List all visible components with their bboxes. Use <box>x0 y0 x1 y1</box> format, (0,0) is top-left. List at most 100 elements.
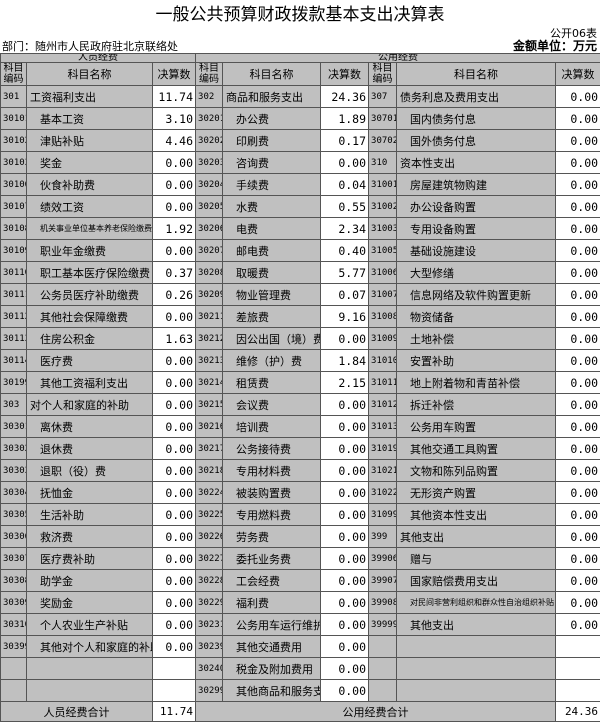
public-a-amount-cell: 0.00 <box>321 416 369 438</box>
public-b-name-cell: 信息网络及软件购置更新 <box>397 284 556 306</box>
header-name: 科目名称 <box>223 63 321 86</box>
personnel-amount-cell: 0.00 <box>153 350 196 372</box>
personnel-name-cell: 退职（役）费 <box>27 460 153 482</box>
public-a-name-cell: 手续费 <box>223 174 321 196</box>
public-b-code-cell: 39906 <box>369 548 397 570</box>
public-b-code-cell: 31019 <box>369 438 397 460</box>
personnel-amount-cell: 0.00 <box>153 636 196 658</box>
public-a-name-cell: 取暖费 <box>223 262 321 284</box>
personnel-amount-cell: 0.00 <box>153 592 196 614</box>
personnel-name-cell <box>27 680 153 702</box>
personnel-amount-cell <box>153 680 196 702</box>
table-row: 30106伙食补助费0.0030204手续费0.0431001房屋建筑物购建0.… <box>1 174 600 196</box>
public-b-name-cell: 其他交通工具购置 <box>397 438 556 460</box>
public-a-code-cell: 30208 <box>196 262 223 284</box>
public-b-amount-cell: 0.00 <box>556 108 600 130</box>
personnel-amount-cell: 1.92 <box>153 218 196 240</box>
personnel-name-cell: 其他社会保障缴费 <box>27 306 153 328</box>
table-row: 30308助学金0.0030228工会经费0.0039907国家赔偿费用支出0.… <box>1 570 600 592</box>
table-row: 30111公务员医疗补助缴费0.2630209物业管理费0.0731007信息网… <box>1 284 600 306</box>
public-a-name-cell: 其他商品和服务支出 <box>223 680 321 702</box>
personnel-code-cell: 30110 <box>1 262 27 284</box>
personnel-name-cell: 医疗费补助 <box>27 548 153 570</box>
personnel-amount-cell: 3.10 <box>153 108 196 130</box>
personnel-amount-cell: 0.00 <box>153 438 196 460</box>
personnel-code-cell: 301 <box>1 86 27 108</box>
public-a-code-cell: 30299 <box>196 680 223 702</box>
personnel-amount-cell: 1.63 <box>153 328 196 350</box>
personnel-amount-cell: 0.00 <box>153 460 196 482</box>
public-b-name-cell: 公务用车购置 <box>397 416 556 438</box>
public-b-name-cell: 其他支出 <box>397 614 556 636</box>
public-a-amount-cell: 0.00 <box>321 438 369 460</box>
public-b-name-cell: 地上附着物和青苗补偿 <box>397 372 556 394</box>
public-a-name-cell: 工会经费 <box>223 570 321 592</box>
public-b-amount-cell: 0.00 <box>556 460 600 482</box>
personnel-code-cell: 30310 <box>1 614 27 636</box>
public-b-name-cell <box>397 636 556 658</box>
personnel-amount-cell: 0.00 <box>153 416 196 438</box>
personnel-name-cell: 基本工资 <box>27 108 153 130</box>
public-a-amount-cell: 24.36 <box>321 86 369 108</box>
public-a-code-cell: 30213 <box>196 350 223 372</box>
personnel-amount-cell: 0.00 <box>153 306 196 328</box>
table-row: 30309奖励金0.0030229福利费0.0039908对民间非营利组织和群众… <box>1 592 600 614</box>
public-b-name-cell: 债务利息及费用支出 <box>397 86 556 108</box>
public-b-name-cell: 其他资本性支出 <box>397 504 556 526</box>
table-row: 30109职业年金缴费0.0030207邮电费0.4031005基础设施建设0.… <box>1 240 600 262</box>
public-a-name-cell: 商品和服务支出 <box>223 86 321 108</box>
public-b-amount-cell: 0.00 <box>556 328 600 350</box>
public-a-name-cell: 邮电费 <box>223 240 321 262</box>
personnel-name-cell: 职业年金缴费 <box>27 240 153 262</box>
public-b-code-cell: 30701 <box>369 108 397 130</box>
public-a-amount-cell: 0.00 <box>321 658 369 680</box>
personnel-name-cell: 机关事业单位基本养老保险缴费 <box>27 218 153 240</box>
public-b-code-cell: 31001 <box>369 174 397 196</box>
public-a-amount-cell: 2.34 <box>321 218 369 240</box>
public-a-name-cell: 办公费 <box>223 108 321 130</box>
public-b-name-cell: 赠与 <box>397 548 556 570</box>
public-a-code-cell: 30225 <box>196 504 223 526</box>
public-a-name-cell: 租赁费 <box>223 372 321 394</box>
personnel-amount-cell: 0.00 <box>153 196 196 218</box>
public-b-name-cell <box>397 658 556 680</box>
public-a-amount-cell: 0.00 <box>321 394 369 416</box>
public-b-code-cell: 31006 <box>369 262 397 284</box>
personnel-name-cell: 津贴补贴 <box>27 130 153 152</box>
public-a-code-cell: 30229 <box>196 592 223 614</box>
table-row: 30302退休费0.0030217公务接待费0.0031019其他交通工具购置0… <box>1 438 600 460</box>
public-a-name-cell: 公务用车运行维护费 <box>223 614 321 636</box>
personnel-amount-cell: 0.00 <box>153 504 196 526</box>
public-a-amount-cell: 0.00 <box>321 592 369 614</box>
table-row: 30110职工基本医疗保险缴费0.3730208取暖费5.7731006大型修缮… <box>1 262 600 284</box>
public-b-code-cell: 31009 <box>369 328 397 350</box>
public-b-code-cell: 31011 <box>369 372 397 394</box>
public-b-amount-cell: 0.00 <box>556 614 600 636</box>
public-b-amount-cell: 0.00 <box>556 218 600 240</box>
header-amount: 决算数 <box>556 63 600 86</box>
public-b-amount-cell: 0.00 <box>556 262 600 284</box>
header-code: 科目编码 <box>196 63 223 86</box>
public-b-name-cell: 办公设备购置 <box>397 196 556 218</box>
personnel-name-cell: 退休费 <box>27 438 153 460</box>
public-b-amount-cell: 0.00 <box>556 306 600 328</box>
public-a-amount-cell: 2.15 <box>321 372 369 394</box>
public-a-amount-cell: 0.07 <box>321 284 369 306</box>
public-a-code-cell: 30226 <box>196 526 223 548</box>
public-a-amount-cell: 0.04 <box>321 174 369 196</box>
public-a-code-cell: 30211 <box>196 306 223 328</box>
public-a-amount-cell: 0.00 <box>321 636 369 658</box>
personnel-amount-cell: 0.26 <box>153 284 196 306</box>
personnel-amount-cell: 0.00 <box>153 174 196 196</box>
personnel-name-cell: 生活补助 <box>27 504 153 526</box>
personnel-code-cell: 30303 <box>1 460 27 482</box>
public-a-code-cell: 30224 <box>196 482 223 504</box>
public-b-name-cell: 拆迁补偿 <box>397 394 556 416</box>
personnel-name-cell: 住房公积金 <box>27 328 153 350</box>
public-b-code-cell <box>369 680 397 702</box>
public-b-name-cell: 物资储备 <box>397 306 556 328</box>
